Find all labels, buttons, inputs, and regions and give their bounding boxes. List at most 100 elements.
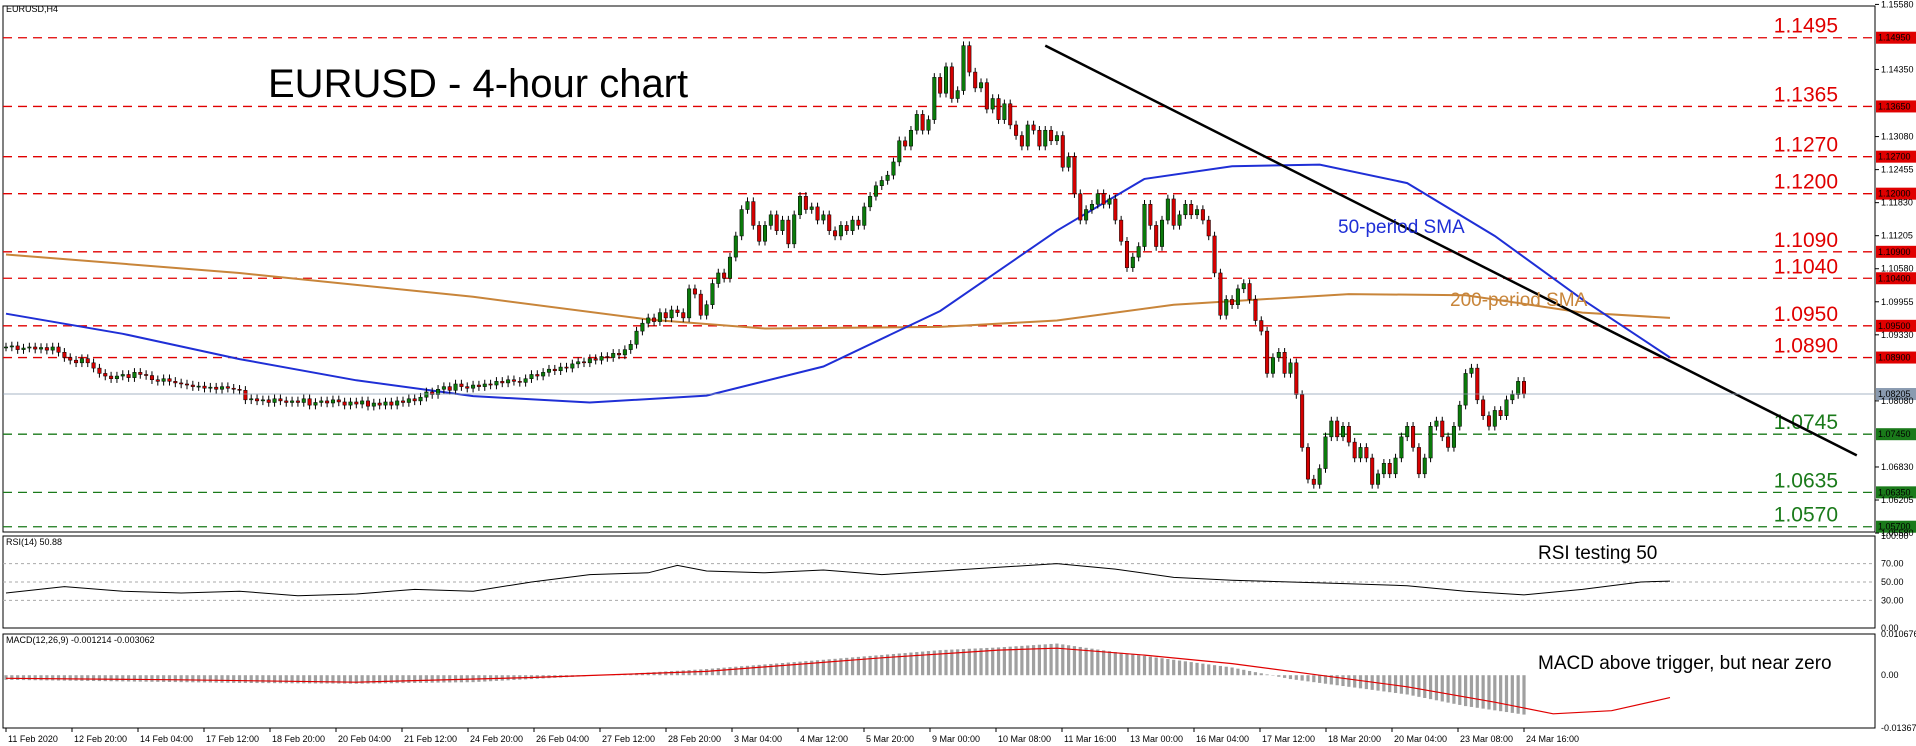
candle-body bbox=[103, 373, 108, 377]
candle-body bbox=[1270, 357, 1275, 374]
candle-body bbox=[476, 384, 481, 387]
candle-body bbox=[1095, 193, 1100, 205]
candle-body bbox=[330, 399, 335, 404]
candle-body bbox=[798, 196, 803, 216]
candle-body bbox=[1107, 198, 1112, 205]
symbol-label: EURUSD,H4 bbox=[6, 4, 58, 14]
candle-body bbox=[932, 77, 937, 120]
candle-body bbox=[768, 214, 773, 226]
candle-body bbox=[844, 225, 849, 231]
rsi-annotation: RSI testing 50 bbox=[1538, 543, 1657, 564]
candle-body bbox=[190, 384, 195, 387]
candle-body bbox=[1381, 463, 1386, 475]
candle-body bbox=[949, 66, 954, 99]
candle-body bbox=[1014, 124, 1019, 136]
candle-body bbox=[511, 379, 516, 382]
time-label: 4 Mar 12:00 bbox=[800, 734, 848, 744]
candle-body bbox=[33, 346, 38, 350]
candle-body bbox=[56, 346, 61, 353]
candle-body bbox=[1265, 330, 1270, 374]
candle-body bbox=[780, 219, 785, 231]
time-label: 14 Feb 04:00 bbox=[140, 734, 193, 744]
candle-body bbox=[564, 366, 569, 369]
level-tag-bg bbox=[1876, 31, 1916, 44]
candle-body bbox=[1031, 124, 1036, 131]
candle-body bbox=[582, 361, 587, 364]
rsi-label: RSI(14) 50.88 bbox=[6, 537, 62, 547]
level-tag-bg bbox=[1876, 520, 1916, 533]
candle-body bbox=[838, 225, 843, 237]
candle-body bbox=[1311, 478, 1316, 485]
candle-body bbox=[809, 206, 814, 210]
candle-body bbox=[617, 353, 622, 356]
candle-body bbox=[1200, 209, 1205, 221]
candle-body bbox=[803, 196, 808, 210]
candle-body bbox=[541, 372, 546, 377]
candle-body bbox=[418, 396, 423, 402]
candle-body bbox=[27, 346, 32, 349]
level-tag-bg bbox=[1876, 351, 1916, 364]
time-label: 12 Feb 20:00 bbox=[74, 734, 127, 744]
candle-body bbox=[1247, 283, 1252, 300]
candle-body bbox=[138, 372, 143, 375]
sma50-annotation: 50-period SMA bbox=[1338, 217, 1465, 238]
candle-body bbox=[1399, 436, 1404, 459]
candle-body bbox=[202, 385, 207, 389]
candle-body bbox=[62, 352, 67, 358]
candle-body bbox=[447, 386, 452, 391]
level-tag-bg bbox=[1876, 245, 1916, 258]
candle-body bbox=[85, 358, 90, 364]
candle-body bbox=[704, 304, 709, 316]
candle-body bbox=[97, 367, 102, 374]
level-tag-bg bbox=[1876, 100, 1916, 113]
candle-body bbox=[132, 372, 137, 378]
candle-body bbox=[1235, 288, 1240, 305]
axis-tick-label: 1.09330 bbox=[1881, 330, 1914, 340]
candle-body bbox=[1253, 299, 1258, 321]
candle-body bbox=[727, 256, 732, 279]
candle-body bbox=[1008, 103, 1013, 126]
candle-body bbox=[535, 374, 540, 377]
candle-body bbox=[295, 400, 300, 403]
candle-body bbox=[1060, 135, 1065, 168]
candle-body bbox=[1066, 156, 1071, 168]
candle-body bbox=[1154, 225, 1159, 247]
candle-body bbox=[856, 219, 861, 226]
candle-body bbox=[1335, 420, 1340, 438]
candle-body bbox=[815, 206, 820, 221]
candle-body bbox=[1341, 426, 1346, 438]
candle-body bbox=[1469, 367, 1474, 374]
level-label: 1.1495 bbox=[1774, 15, 1838, 38]
candle-body bbox=[74, 359, 79, 364]
candle-body bbox=[827, 214, 832, 231]
candle-body bbox=[1317, 468, 1322, 485]
candle-body bbox=[1113, 198, 1118, 221]
candle-body bbox=[1049, 129, 1054, 142]
time-label: 3 Mar 04:00 bbox=[734, 734, 782, 744]
candle-body bbox=[272, 398, 277, 403]
candle-body bbox=[1142, 203, 1147, 247]
candle-body bbox=[301, 398, 306, 403]
candle-body bbox=[336, 399, 341, 403]
level-label: 1.0570 bbox=[1774, 504, 1838, 527]
candle-body bbox=[360, 400, 365, 405]
candle-body bbox=[1189, 203, 1194, 216]
candle-body bbox=[231, 387, 236, 390]
level-tag: 1.08900 bbox=[1878, 353, 1911, 363]
candle-body bbox=[920, 114, 925, 131]
candle-body bbox=[1212, 235, 1217, 274]
candle-body bbox=[1411, 426, 1416, 448]
candle-body bbox=[1352, 441, 1357, 459]
candle-body bbox=[220, 386, 225, 390]
candle-body bbox=[354, 401, 359, 405]
candle-body bbox=[587, 358, 592, 364]
axis-tick-label: 1.09955 bbox=[1881, 297, 1914, 307]
candle-body bbox=[50, 346, 55, 351]
axis-tick-label: 1.05580 bbox=[1881, 528, 1914, 538]
candle-body bbox=[155, 379, 160, 382]
candle-body bbox=[850, 219, 855, 231]
sma200-path bbox=[5, 253, 1671, 330]
candle-body bbox=[488, 383, 493, 386]
candle-body bbox=[184, 383, 189, 386]
